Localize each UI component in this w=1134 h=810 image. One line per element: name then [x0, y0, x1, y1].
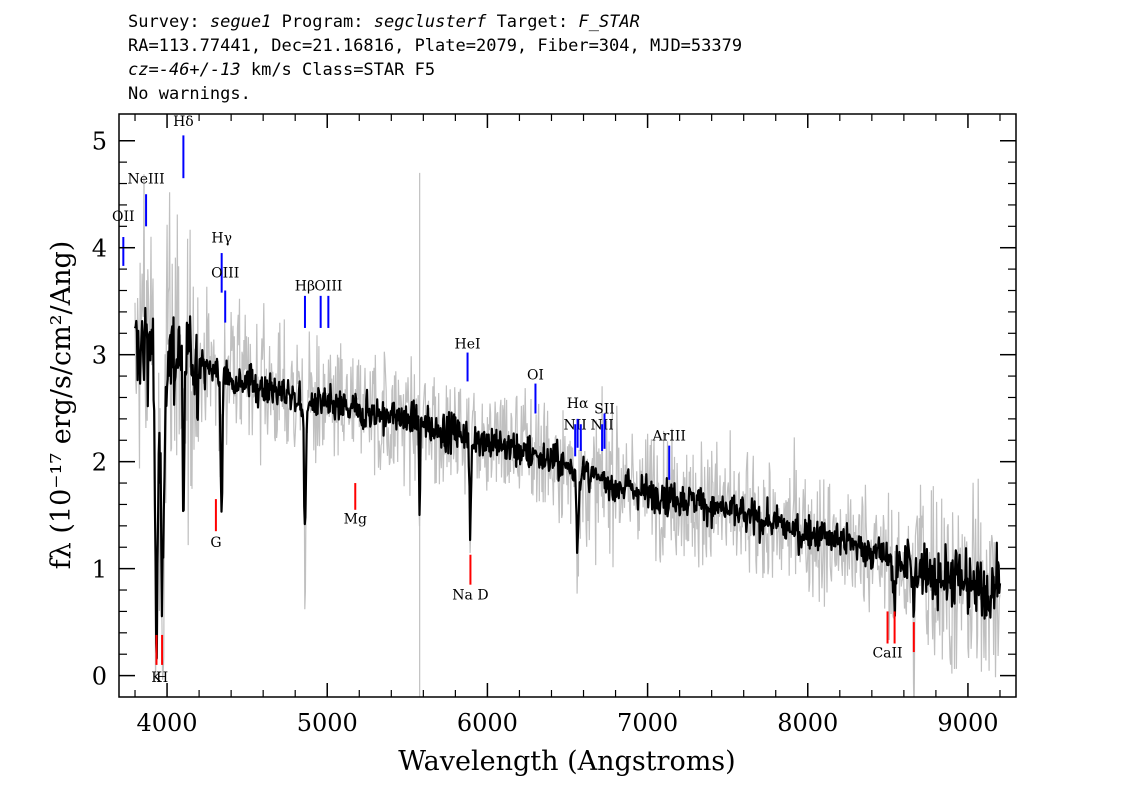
absorption-line-label: H — [156, 670, 168, 686]
absorption-line-label: CaII — [872, 645, 902, 661]
y-tick-label: 0 — [92, 663, 107, 691]
y-tick-label: 3 — [92, 342, 107, 370]
header-line-survey: Survey: segue1 Program: segclusterf Targ… — [128, 12, 640, 32]
header-line-coordinates: RA=113.77441, Dec=21.16816, Plate=2079, … — [128, 36, 743, 56]
error-series-line — [134, 174, 1001, 697]
cz-value: -46+/-13 — [158, 60, 241, 80]
y-axis-title: fλ (10⁻¹⁷ erg/s/cm²/Ang) — [46, 241, 77, 570]
y-tick-label: 1 — [92, 556, 107, 584]
emission-line-label: NII — [564, 418, 587, 434]
target-name: F_STAR — [578, 12, 640, 32]
emission-line-label: HeI — [455, 336, 481, 352]
absorption-line-label: Na D — [452, 588, 488, 604]
absorption-line-label: K — [151, 670, 162, 686]
emission-line-label: NeIII — [127, 172, 164, 188]
axes: 4000 5000 6000 7000 8000 9000 0 1 2 3 4 5 — [92, 114, 1016, 737]
flux-series — [133, 306, 1002, 660]
emission-line-label: Hα — [567, 396, 589, 412]
emission-line-label: Hβ — [295, 279, 315, 295]
emission-line-label: Hγ — [211, 230, 232, 246]
x-tick-label: 8000 — [777, 709, 838, 737]
x-tick-label: 5000 — [297, 709, 358, 737]
error-band — [134, 172, 1001, 697]
survey-name: segue1 — [209, 12, 272, 32]
emission-line-label: OIII — [314, 279, 342, 295]
absorption-line-label: G — [210, 535, 221, 551]
class-text: km/s Class=STAR F5 — [240, 60, 436, 80]
plot-frame — [118, 113, 1017, 698]
emission-line-label: OI — [527, 367, 544, 383]
y-tick-label: 4 — [92, 235, 107, 263]
x-tick-label: 4000 — [137, 709, 198, 737]
flux-series-line — [133, 306, 1002, 660]
emission-line-label: OIII — [211, 266, 239, 282]
header-line-redshift: cz=-46+/-13 km/s Class=STAR F5 — [128, 60, 436, 80]
emission-line-label: OII — [112, 209, 135, 225]
emission-line-label: NII — [590, 418, 613, 434]
x-tick-label: 7000 — [617, 709, 678, 737]
spectrum-header: Survey: segue1 Program: segclusterf Targ… — [128, 10, 742, 106]
x-axis-title: Wavelength (Angstroms) — [398, 746, 735, 777]
emission-line-label: ArIII — [652, 428, 686, 444]
header-line-warnings: No warnings. — [128, 84, 251, 104]
emission-line-label: Hδ — [173, 114, 194, 130]
absorption-line-label: Mg — [344, 512, 367, 528]
x-tick-label: 6000 — [457, 709, 518, 737]
emission-line-label: SII — [594, 402, 615, 418]
program-name: segclusterf — [373, 12, 487, 32]
y-tick-label: 2 — [92, 449, 107, 477]
x-tick-label: 9000 — [937, 709, 998, 737]
y-tick-label: 5 — [92, 128, 107, 156]
